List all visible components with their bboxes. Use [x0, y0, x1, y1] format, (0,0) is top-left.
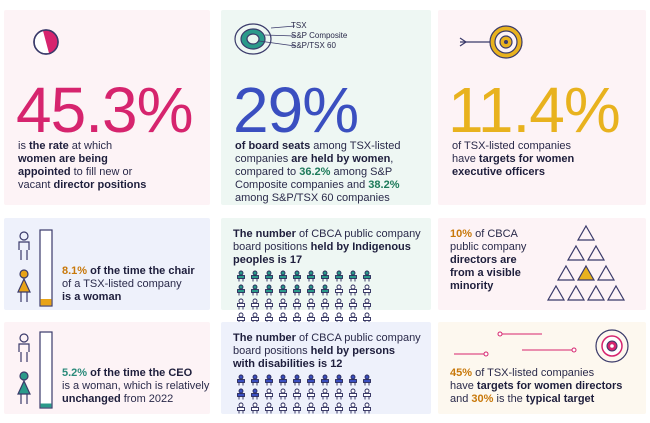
person-icon-highlighted: [363, 270, 371, 282]
person-icon: [265, 298, 273, 310]
person-icon: [293, 402, 301, 414]
card-disabilities: The number of CBCA public company board …: [221, 322, 431, 414]
person-icon-highlighted: [251, 270, 259, 282]
card-ceo-woman: 5.2% of the time the CEO is a woman, whi…: [4, 322, 210, 414]
target-icon: [459, 25, 523, 59]
person-icon: [335, 298, 343, 310]
person-icon: [321, 402, 329, 414]
person-icon-highlighted: [265, 284, 273, 296]
card-indigenous: The number of CBCA public company board …: [221, 218, 431, 324]
card8-description: The number of CBCA public company board …: [233, 332, 421, 370]
person-icon-highlighted: [307, 374, 315, 386]
person-icon-highlighted: [251, 388, 259, 400]
person-icon: [349, 298, 357, 310]
person-icon-highlighted: [279, 284, 287, 296]
person-icon-highlighted: [237, 388, 245, 400]
card7-description: 5.2% of the time the CEO is a woman, whi…: [62, 367, 210, 405]
person-icon-highlighted: [363, 374, 371, 386]
person-icon: [251, 298, 259, 310]
pie-icon: [33, 29, 59, 55]
person-icon: [279, 298, 287, 310]
indigenous-people-grid: [235, 270, 375, 324]
person-icon: [237, 298, 245, 310]
legend-sp-composite: S&P Composite: [291, 31, 348, 40]
person-icon-highlighted: [279, 374, 287, 386]
person-icon: [349, 284, 357, 296]
ceo-figures-icon: [17, 331, 53, 409]
card1-description: is the rate at which women are being app…: [18, 140, 147, 191]
person-icon-highlighted: [251, 374, 259, 386]
person-icon-highlighted: [335, 270, 343, 282]
person-icon-highlighted: [321, 374, 329, 386]
card2-description: of board seats among TSX-listed companie…: [235, 140, 401, 204]
card-women-appointed: 45.3% is the rate at which women are bei…: [4, 10, 210, 205]
person-icon-highlighted: [307, 270, 315, 282]
card-visible-minority: 10% of CBCA public company directors are…: [438, 218, 646, 310]
card6-description: 10% of CBCA public company directors are…: [450, 228, 527, 292]
person-icon-highlighted: [335, 374, 343, 386]
person-icon: [265, 402, 273, 414]
person-icon: [321, 298, 329, 310]
person-icon: [321, 388, 329, 400]
person-icon-highlighted: [251, 284, 259, 296]
person-icon-highlighted: [279, 270, 287, 282]
person-icon-highlighted: [265, 374, 273, 386]
person-icon-highlighted: [321, 284, 329, 296]
person-icon: [335, 388, 343, 400]
person-icon-highlighted: [265, 270, 273, 282]
person-icon-highlighted: [237, 374, 245, 386]
person-icon-highlighted: [349, 374, 357, 386]
person-icon: [251, 402, 259, 414]
person-icon: [335, 402, 343, 414]
person-icon: [265, 388, 273, 400]
person-icon-highlighted: [293, 374, 301, 386]
person-icon-highlighted: [293, 270, 301, 282]
concentric-circles-icon: [234, 23, 296, 55]
card9-description: 45% of TSX-listed companies have targets…: [450, 367, 623, 405]
card-exec-targets: 11.4% of TSX-listed companies have targe…: [438, 10, 646, 205]
chair-bar-fill: [40, 299, 52, 306]
person-icon: [279, 402, 287, 414]
person-icon: [293, 298, 301, 310]
person-icon: [335, 312, 343, 324]
person-icon: [307, 298, 315, 310]
legend-sp-tsx-60: S&P/TSX 60: [291, 41, 336, 50]
chair-figures-icon: [17, 229, 53, 307]
person-icon: [307, 388, 315, 400]
person-icon: [237, 402, 245, 414]
arrows-target-icon: [454, 329, 629, 363]
person-icon: [349, 402, 357, 414]
card-director-targets: 45% of TSX-listed companies have targets…: [438, 322, 646, 414]
person-icon-highlighted: [321, 270, 329, 282]
person-icon: [279, 388, 287, 400]
person-icon-highlighted: [307, 284, 315, 296]
ceo-bar-fill: [40, 403, 52, 408]
card-board-seats: TSX S&P Composite S&P/TSX 60 29% of boar…: [221, 10, 431, 205]
triangle-pyramid-icon: [546, 224, 626, 301]
card5-description: The number of CBCA public company board …: [233, 228, 421, 266]
person-icon: [307, 402, 315, 414]
stat-45-3: 45.3%: [16, 74, 193, 146]
card4-description: 8.1% of the time the chair of a TSX-list…: [62, 265, 195, 303]
person-icon-highlighted: [237, 270, 245, 282]
legend-tsx: TSX: [291, 21, 307, 30]
person-icon-highlighted: [349, 270, 357, 282]
stat-11-4: 11.4%: [448, 74, 621, 146]
card-chair-woman: 8.1% of the time the chair of a TSX-list…: [4, 218, 210, 310]
person-icon-highlighted: [237, 284, 245, 296]
person-icon: [363, 402, 371, 414]
disabilities-people-grid: [235, 374, 375, 414]
person-icon-highlighted: [293, 284, 301, 296]
person-icon: [363, 284, 371, 296]
person-icon: [363, 388, 371, 400]
person-icon: [363, 298, 371, 310]
stat-29: 29%: [233, 74, 359, 146]
card3-description: of TSX-listed companies have targets for…: [452, 140, 575, 178]
person-icon: [349, 388, 357, 400]
person-icon: [293, 388, 301, 400]
person-icon: [335, 284, 343, 296]
